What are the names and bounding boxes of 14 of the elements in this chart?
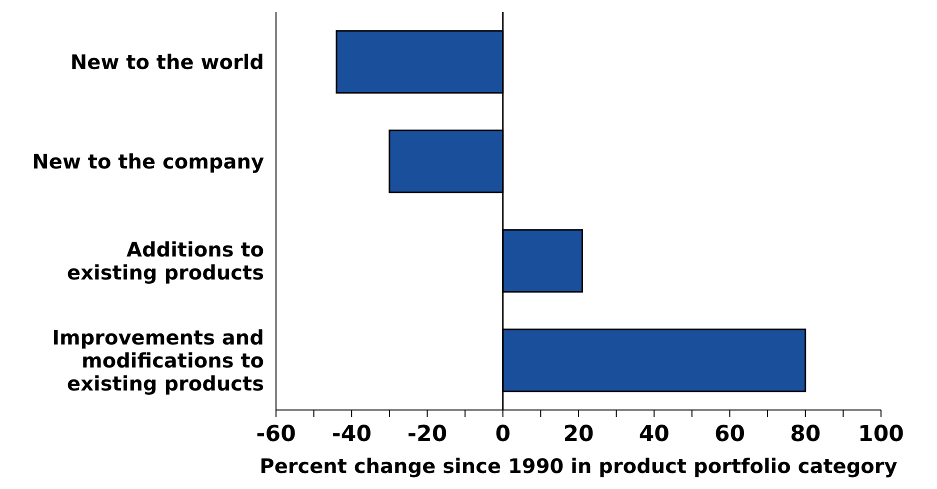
y-tick-label: New to the company <box>32 149 264 174</box>
x-tick-label: 0 <box>495 422 511 447</box>
x-axis-title: Percent change since 1990 in product portfolio category <box>260 454 898 478</box>
x-tick-label: -20 <box>407 422 448 447</box>
x-tick-label: 60 <box>714 422 746 447</box>
x-tick-label: 40 <box>638 422 670 447</box>
x-tick-label: 80 <box>790 422 821 447</box>
x-tick-label: 20 <box>563 422 594 447</box>
y-tick-label: Additions to existing products <box>67 237 264 284</box>
x-tick-label: -40 <box>332 422 372 447</box>
y-tick-label: New to the world <box>70 50 264 74</box>
x-tick-label: 100 <box>858 422 904 447</box>
y-tick-label: Improvements and modifications to existing products <box>52 325 264 396</box>
x-tick-label: -60 <box>256 422 296 447</box>
